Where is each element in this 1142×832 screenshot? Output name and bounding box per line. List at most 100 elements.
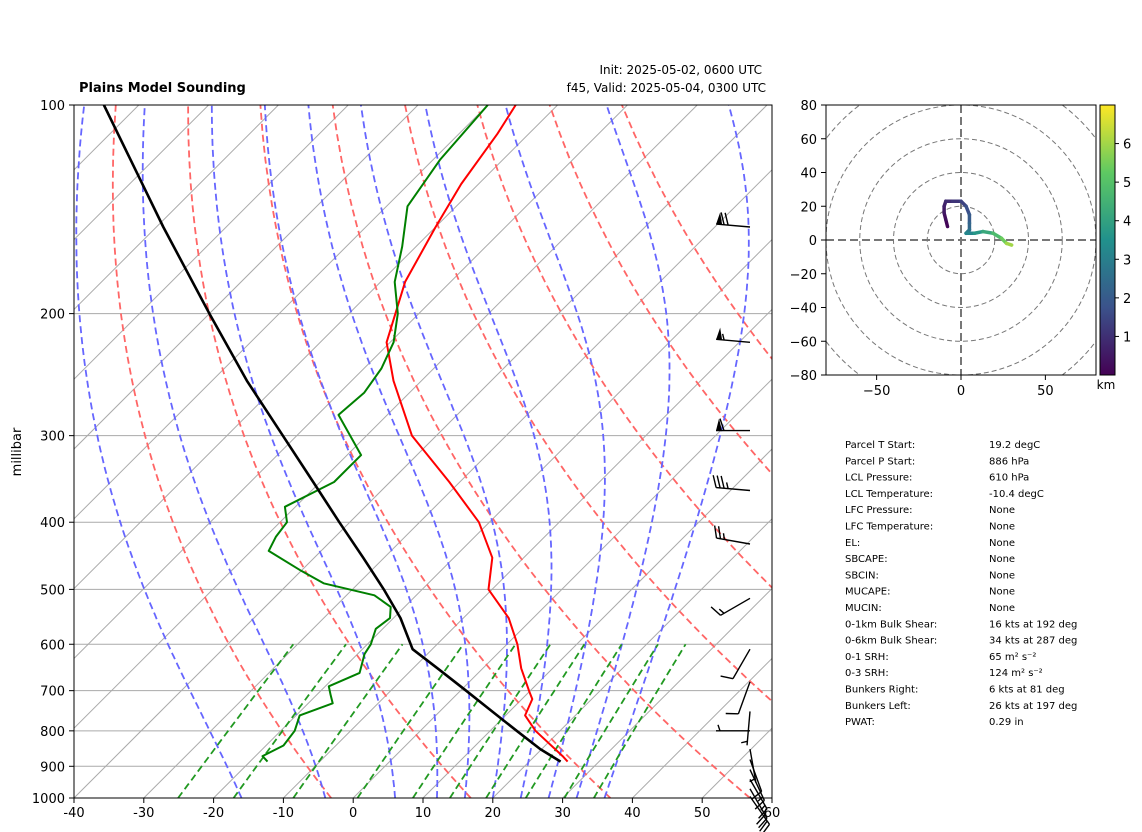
param-label: EL:: [845, 538, 860, 549]
param-value: 886 hPa: [989, 456, 1029, 467]
param-label: SBCIN:: [845, 570, 879, 581]
mixing-ratio-line: [449, 643, 552, 798]
wind-barb: [749, 759, 763, 800]
skewt-frame: [73, 104, 773, 799]
wind-barb: [710, 597, 751, 616]
y-tick-label: 1000: [32, 792, 65, 807]
mixing-ratio-line: [356, 643, 464, 798]
param-value: -10.4 degC: [989, 489, 1044, 500]
y-tick-label: 700: [40, 685, 65, 700]
param-label: Bunkers Right:: [845, 685, 918, 696]
y-tick-label: 400: [40, 516, 65, 531]
x-tick-label: 50: [694, 806, 711, 821]
isotherm-10: [422, 448, 772, 798]
mixing-ratio-line: [525, 643, 623, 798]
param-value: None: [989, 522, 1015, 533]
skewt-profiles: [102, 105, 569, 763]
skewt-background-lines: [74, 105, 772, 798]
y-tick-label: 200: [40, 308, 65, 323]
param-label: Bunkers Left:: [845, 701, 911, 712]
isotherm-0: [352, 378, 772, 798]
colorbar-tick-label: 6: [1123, 138, 1131, 153]
moist-adiabat: [504, 105, 606, 798]
hodo-x-tick-label: 0: [957, 384, 965, 399]
hodo-x-tick-label: 50: [1037, 384, 1054, 399]
param-label: 0-1 SRH:: [845, 652, 889, 663]
param-label: PWAT:: [845, 717, 875, 728]
mixing-ratio-line: [485, 643, 586, 798]
wind-barb: [716, 724, 750, 732]
colorbar-axis: 1 2 3 4 5 6: [1115, 138, 1131, 345]
hodo-y-tick-label: −20: [790, 268, 817, 283]
parameters-table: Parcel T Start: 19.2 degC Parcel P Start: 8…: [845, 440, 1077, 728]
colorbar-label: km: [1097, 378, 1116, 392]
moist-adiabat: [307, 105, 471, 798]
y-tick-label: 600: [40, 638, 65, 653]
param-label: 0-1km Bulk Shear:: [845, 619, 937, 630]
isotherm--120: [74, 105, 209, 241]
param-value: None: [989, 554, 1015, 565]
hodo-y-tick-label: 80: [800, 99, 817, 114]
wind-barb: [725, 681, 751, 715]
dewpoint-profile: [261, 105, 489, 763]
param-value: 124 m² s⁻²: [989, 668, 1043, 679]
isotherm--10: [283, 308, 772, 798]
moist-adiabat: [360, 105, 508, 798]
wind-barbs: [710, 212, 771, 832]
wind-barb: [720, 648, 751, 680]
mixing-ratio-line: [232, 643, 347, 798]
moist-adiabat: [575, 105, 671, 798]
param-label: MUCAPE:: [845, 587, 891, 598]
colorbar-tick-label: 1: [1123, 330, 1131, 345]
hodograph-axes: −50 0 50 −80 −60 −40 −20 0 20 40 60 80: [790, 99, 1054, 399]
mixing-ratio-line: [292, 643, 404, 798]
x-tick-label: 40: [624, 806, 641, 821]
dry-adiabat: [111, 105, 332, 798]
isotherm--20: [213, 238, 772, 798]
isotherm--100: [74, 105, 349, 380]
isotherm--70: [74, 105, 558, 590]
x-tick-label: -40: [63, 806, 84, 821]
param-label: 0-6km Bulk Shear:: [845, 636, 937, 647]
moist-adiabat: [141, 105, 327, 798]
hodo-y-tick-label: −80: [790, 369, 817, 384]
param-label: LCL Temperature:: [845, 489, 933, 500]
moist-adiabat: [263, 105, 439, 798]
param-value: 19.2 degC: [989, 440, 1040, 451]
moist-adiabat: [424, 105, 553, 798]
isotherm--30: [143, 169, 772, 798]
param-value: 610 hPa: [989, 473, 1029, 484]
wind-barb: [712, 475, 751, 492]
param-value: None: [989, 587, 1015, 598]
chart-title: Plains Model Sounding: [79, 81, 246, 96]
y-tick-label: 100: [40, 99, 65, 114]
param-label: LFC Pressure:: [845, 505, 913, 516]
parcel-profile: [102, 105, 562, 763]
hodograph-rings: [826, 105, 1096, 375]
param-value: 34 kts at 287 deg: [989, 636, 1077, 647]
isotherm--80: [74, 105, 489, 520]
param-value: 26 kts at 197 deg: [989, 701, 1077, 712]
hodo-x-tick-label: −50: [863, 384, 890, 399]
y-axis-label: millibar: [10, 427, 25, 476]
x-tick-label: 0: [349, 806, 357, 821]
isotherm-30: [562, 587, 772, 798]
moist-adiabat: [603, 105, 750, 798]
colorbar: [1099, 104, 1116, 376]
wind-barb: [716, 212, 751, 228]
moist-adiabat: [75, 105, 243, 798]
isotherm-20: [492, 518, 772, 798]
wind-barb: [713, 525, 751, 545]
param-label: MUCIN:: [845, 603, 882, 614]
wind-barb: [741, 711, 751, 746]
x-tick-label: -10: [273, 806, 294, 821]
hodo-y-tick-label: 60: [800, 133, 817, 148]
init-time: Init: 2025-05-02, 0600 UTC: [599, 63, 762, 77]
param-label: Parcel T Start:: [845, 440, 915, 451]
param-value: 16 kts at 192 deg: [989, 619, 1077, 630]
x-tick-label: -30: [133, 806, 154, 821]
hodo-y-tick-label: 40: [800, 167, 817, 182]
hodo-ring-60: [859, 138, 1063, 342]
colorbar-tick-label: 2: [1123, 292, 1131, 307]
